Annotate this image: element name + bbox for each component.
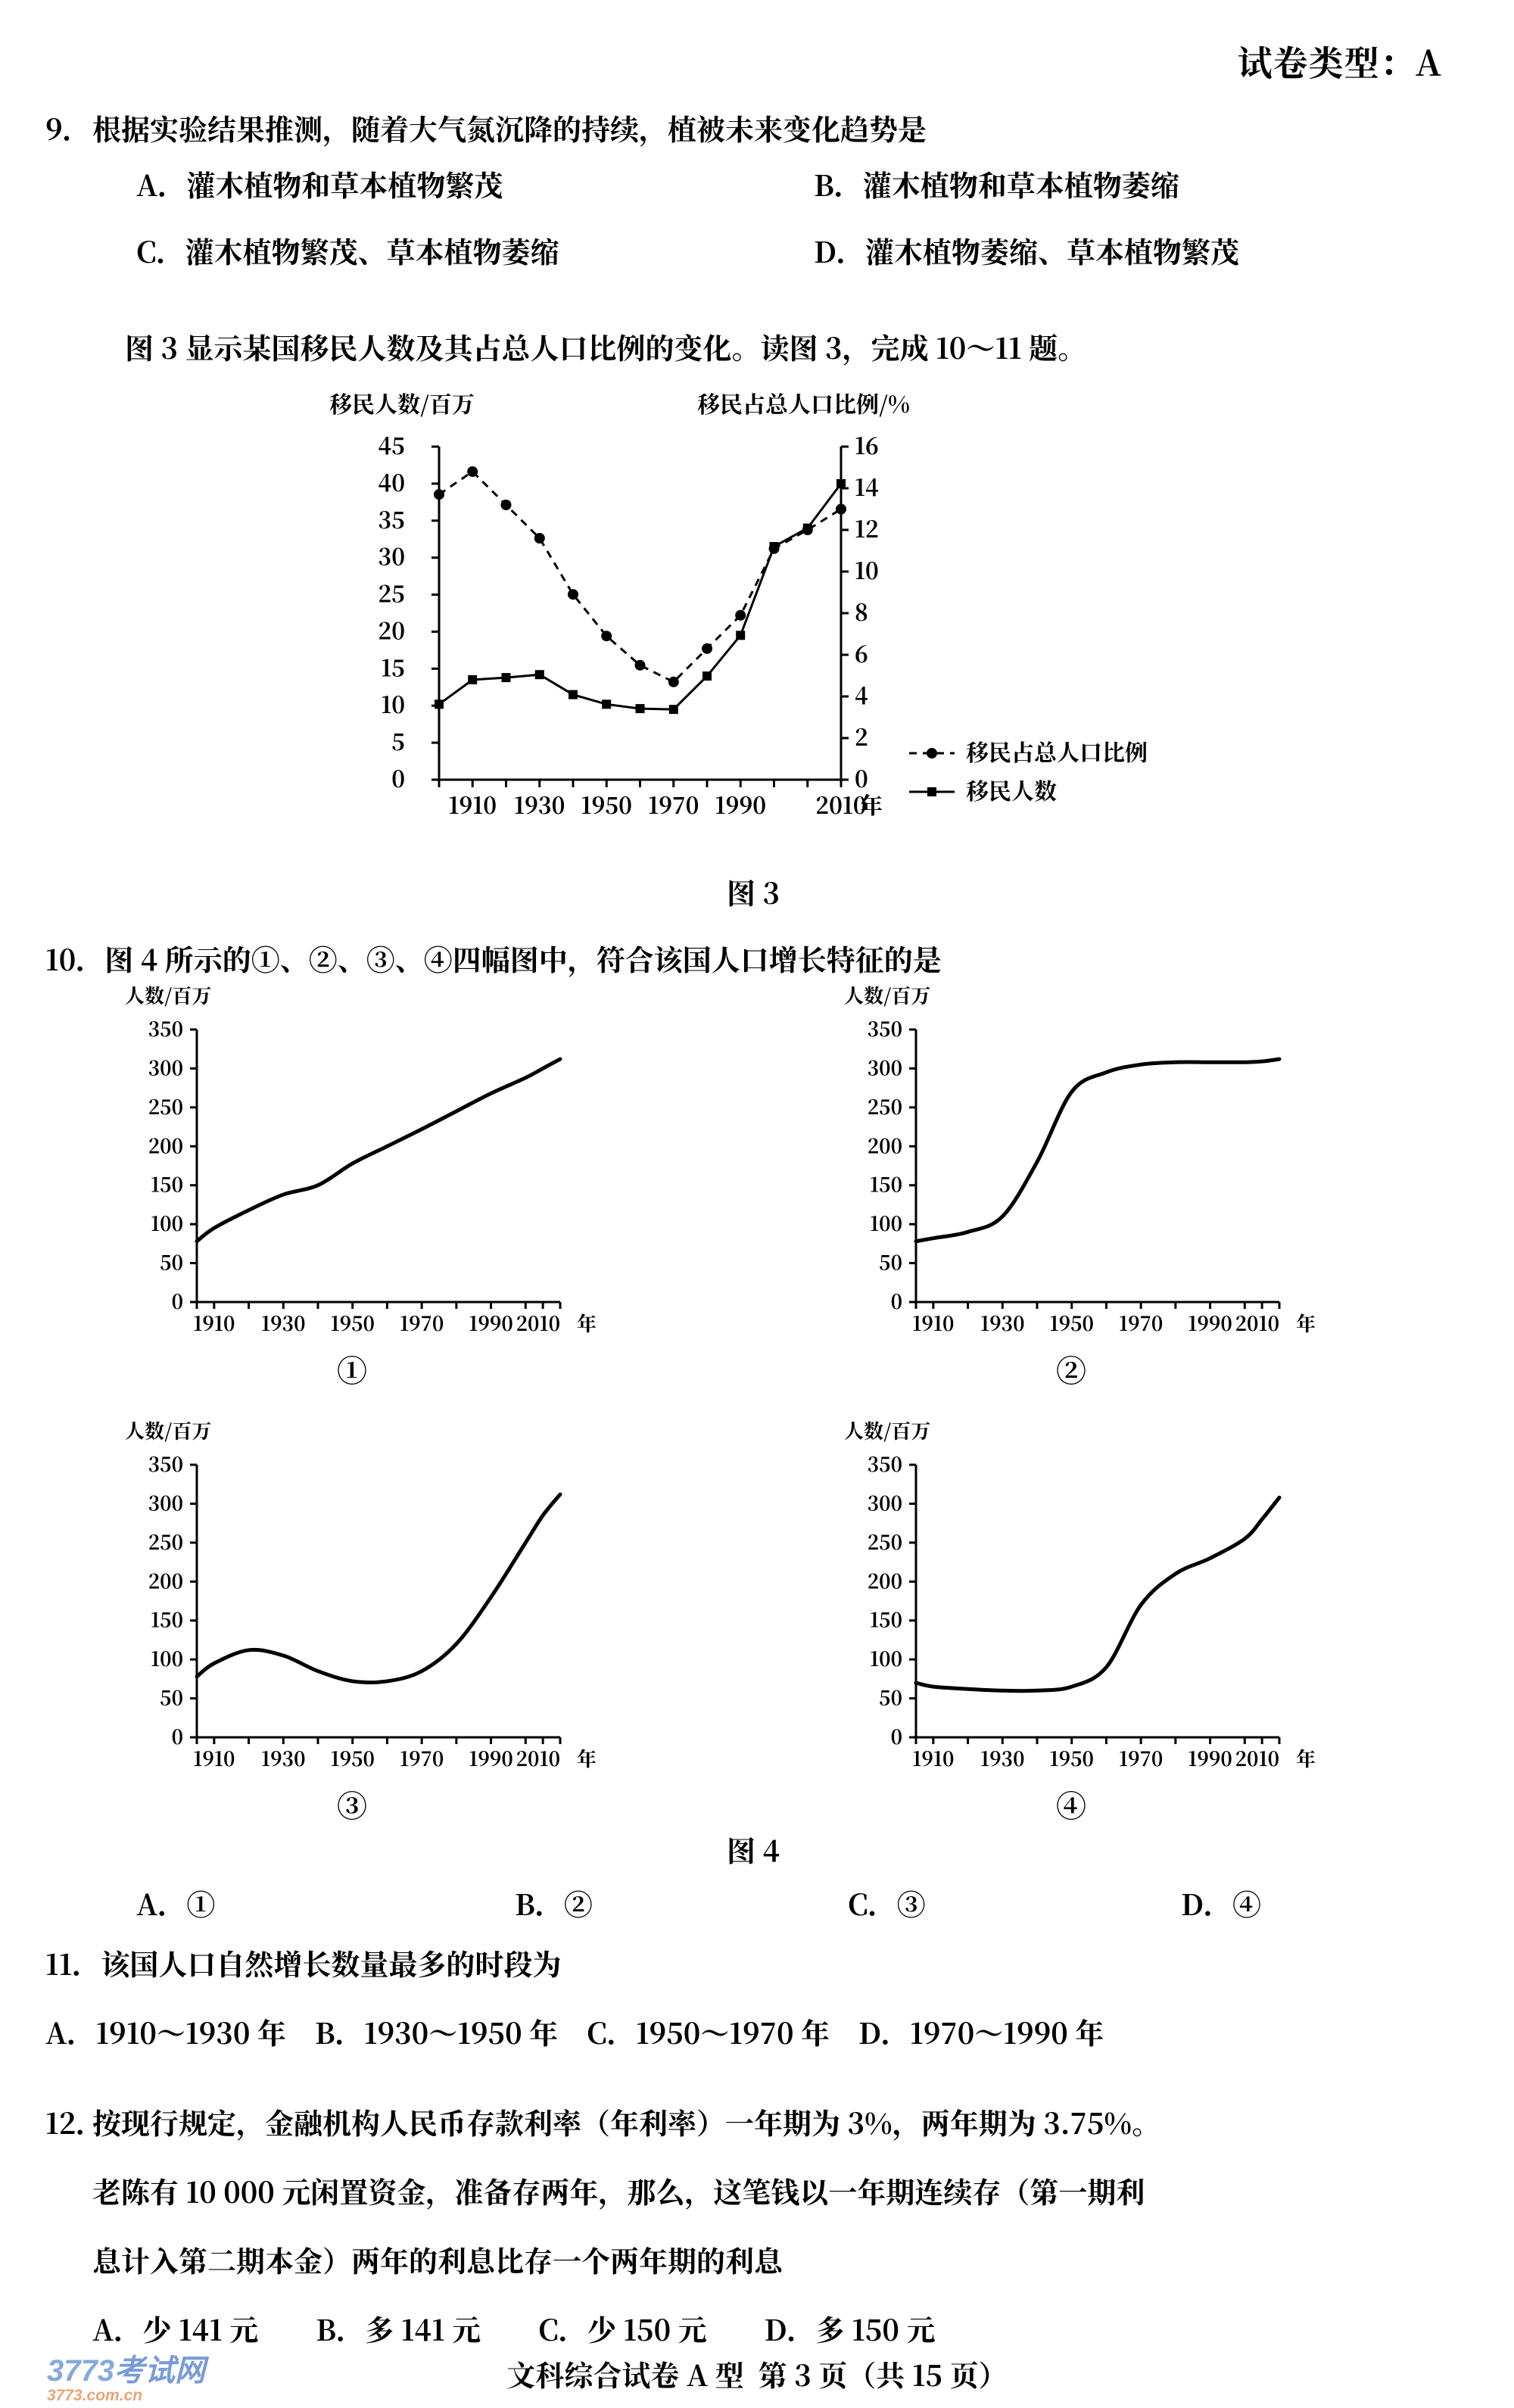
svg-text:1910: 1910 <box>912 1309 954 1337</box>
svg-text:350: 350 <box>148 1450 183 1478</box>
svg-text:16: 16 <box>855 428 879 461</box>
svg-text:1910: 1910 <box>912 1744 954 1772</box>
svg-text:10: 10 <box>381 687 405 720</box>
svg-text:300: 300 <box>868 1488 902 1516</box>
svg-text:10: 10 <box>855 553 879 586</box>
svg-text:6: 6 <box>855 636 868 669</box>
svg-text:移民人数: 移民人数 <box>966 773 1057 806</box>
svg-text:1950: 1950 <box>1049 1744 1093 1772</box>
svg-text:4: 4 <box>855 678 868 711</box>
svg-text:1950: 1950 <box>330 1744 374 1772</box>
svg-text:5: 5 <box>391 724 405 757</box>
svg-text:1970: 1970 <box>400 1744 444 1772</box>
svg-text:100: 100 <box>870 1644 902 1672</box>
svg-text:100: 100 <box>151 1644 183 1672</box>
svg-text:2010: 2010 <box>815 787 866 821</box>
svg-text:人数/百万: 人数/百万 <box>844 1416 930 1444</box>
svg-text:1950: 1950 <box>1049 1309 1093 1337</box>
svg-text:1930: 1930 <box>514 787 565 821</box>
svg-text:250: 250 <box>148 1528 183 1556</box>
svg-text:350: 350 <box>148 1014 183 1042</box>
svg-text:1930: 1930 <box>980 1309 1024 1337</box>
svg-text:0: 0 <box>172 1287 183 1315</box>
svg-text:300: 300 <box>148 1488 183 1516</box>
svg-text:1990: 1990 <box>469 1744 513 1772</box>
svg-text:150: 150 <box>151 1170 183 1198</box>
svg-text:0: 0 <box>391 761 405 794</box>
svg-text:0: 0 <box>172 1722 183 1750</box>
svg-text:300: 300 <box>868 1053 902 1081</box>
svg-text:100: 100 <box>870 1209 902 1237</box>
svg-text:1990: 1990 <box>1188 1309 1232 1337</box>
svg-text:1930: 1930 <box>261 1309 305 1337</box>
svg-text:移民占总人口比例/%: 移民占总人口比例/% <box>697 386 910 419</box>
svg-text:年: 年 <box>860 787 883 821</box>
svg-text:1950: 1950 <box>330 1309 374 1337</box>
svg-text:1990: 1990 <box>715 787 766 821</box>
svg-text:人数/百万: 人数/百万 <box>125 981 211 1009</box>
svg-text:年: 年 <box>1296 1744 1316 1772</box>
svg-text:350: 350 <box>868 1450 902 1478</box>
svg-text:250: 250 <box>868 1092 902 1120</box>
svg-text:1910: 1910 <box>193 1744 235 1772</box>
svg-text:150: 150 <box>151 1606 183 1634</box>
svg-text:1910: 1910 <box>448 787 497 821</box>
svg-text:350: 350 <box>868 1014 902 1042</box>
svg-text:2: 2 <box>855 719 868 752</box>
svg-text:250: 250 <box>148 1092 183 1120</box>
svg-text:14: 14 <box>855 469 879 503</box>
svg-text:人数/百万: 人数/百万 <box>125 1416 211 1444</box>
svg-text:1990: 1990 <box>469 1309 513 1337</box>
svg-text:2010: 2010 <box>1235 1744 1279 1772</box>
svg-text:50: 50 <box>160 1684 183 1712</box>
svg-text:移民占总人口比例: 移民占总人口比例 <box>966 734 1148 768</box>
svg-text:12: 12 <box>855 511 879 544</box>
svg-text:20: 20 <box>378 612 405 646</box>
svg-text:年: 年 <box>577 1309 597 1337</box>
svg-text:移民人数/百万: 移民人数/百万 <box>329 386 475 419</box>
svg-text:50: 50 <box>879 1248 902 1276</box>
svg-text:50: 50 <box>879 1684 902 1712</box>
svg-text:1970: 1970 <box>648 787 699 821</box>
svg-text:2010: 2010 <box>516 1744 560 1772</box>
svg-text:1970: 1970 <box>400 1309 444 1337</box>
svg-text:150: 150 <box>870 1170 902 1198</box>
svg-text:50: 50 <box>160 1248 183 1276</box>
svg-text:45: 45 <box>378 428 405 461</box>
svg-text:2010: 2010 <box>516 1309 560 1337</box>
svg-text:1930: 1930 <box>980 1744 1024 1772</box>
svg-text:35: 35 <box>378 502 405 535</box>
svg-text:200: 200 <box>148 1566 183 1594</box>
svg-text:0: 0 <box>891 1287 902 1315</box>
svg-text:150: 150 <box>870 1606 902 1634</box>
svg-text:1930: 1930 <box>261 1744 305 1772</box>
svg-text:25: 25 <box>378 576 405 609</box>
svg-text:200: 200 <box>868 1131 902 1159</box>
svg-text:8: 8 <box>855 594 868 628</box>
svg-text:1970: 1970 <box>1119 1744 1163 1772</box>
svg-text:1990: 1990 <box>1188 1744 1232 1772</box>
svg-text:40: 40 <box>378 465 405 498</box>
svg-text:15: 15 <box>381 650 405 683</box>
svg-text:200: 200 <box>868 1566 902 1594</box>
svg-text:年: 年 <box>1296 1309 1316 1337</box>
svg-text:200: 200 <box>148 1131 183 1159</box>
svg-text:100: 100 <box>151 1209 183 1237</box>
svg-text:1950: 1950 <box>581 787 632 821</box>
svg-text:2010: 2010 <box>1235 1309 1279 1337</box>
svg-text:1910: 1910 <box>193 1309 235 1337</box>
svg-text:人数/百万: 人数/百万 <box>844 981 930 1009</box>
svg-text:1970: 1970 <box>1119 1309 1163 1337</box>
svg-text:0: 0 <box>891 1722 902 1750</box>
svg-text:250: 250 <box>868 1528 902 1556</box>
svg-text:300: 300 <box>148 1053 183 1081</box>
svg-text:年: 年 <box>577 1744 597 1772</box>
svg-text:30: 30 <box>378 539 405 572</box>
